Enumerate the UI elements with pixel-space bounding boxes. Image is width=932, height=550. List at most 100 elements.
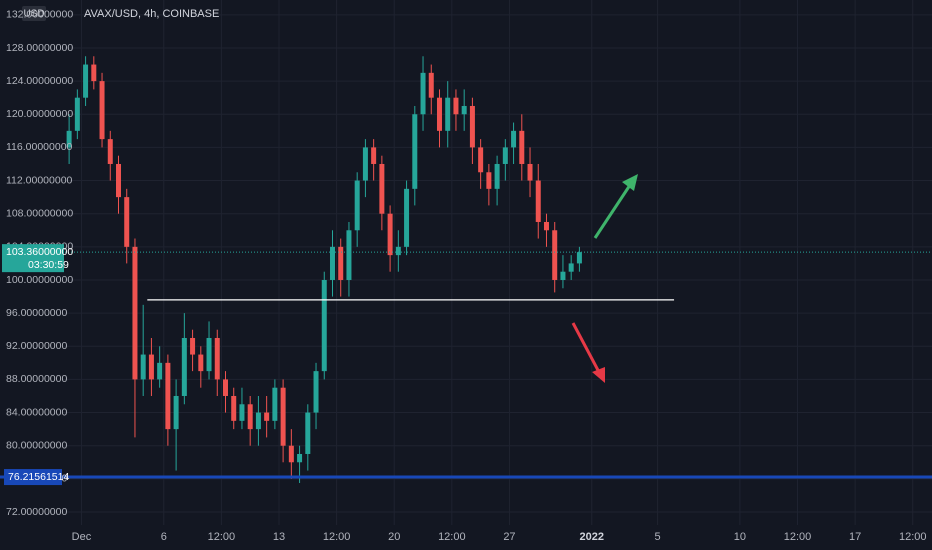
x-tick-label: Dec bbox=[72, 531, 92, 543]
y-tick-label: 112.00000000 bbox=[6, 174, 73, 186]
candle-body bbox=[511, 130, 517, 148]
candle-body bbox=[387, 213, 393, 256]
candle-body bbox=[115, 163, 121, 198]
candle-body bbox=[247, 404, 253, 430]
y-tick-label: 100.00000000 bbox=[6, 274, 73, 286]
candle-body bbox=[543, 221, 549, 231]
x-tick-label: 2022 bbox=[580, 531, 604, 543]
candle-body bbox=[519, 130, 525, 164]
candle-body bbox=[272, 387, 278, 421]
level-label-box bbox=[4, 469, 62, 486]
last-price-box bbox=[2, 244, 64, 273]
candle-body bbox=[568, 263, 574, 272]
up-arrow-shaft bbox=[593, 181, 634, 239]
down-arrow-shaft bbox=[571, 322, 602, 375]
y-tick-label: 108.00000000 bbox=[6, 207, 73, 219]
level-label: 76.21561514 bbox=[8, 471, 69, 483]
candle-body bbox=[576, 252, 582, 264]
countdown: 03:30:59 bbox=[28, 259, 69, 271]
candle-body bbox=[428, 72, 434, 98]
candle-body bbox=[502, 147, 508, 164]
candle-body bbox=[231, 395, 237, 421]
x-tick-label: 12:00 bbox=[208, 531, 236, 543]
candle-body bbox=[99, 81, 105, 140]
candle-body bbox=[165, 362, 171, 430]
y-tick-label: 80.00000000 bbox=[6, 439, 67, 451]
candle-body bbox=[66, 130, 72, 148]
x-tick-label: 12:00 bbox=[784, 531, 812, 543]
candle-body bbox=[560, 271, 566, 280]
candle-body bbox=[371, 147, 377, 164]
candle-body bbox=[157, 362, 163, 380]
candle-body bbox=[181, 337, 187, 396]
candle-body bbox=[214, 337, 220, 380]
y-tick-label: 116.00000000 bbox=[6, 141, 73, 153]
candle-body bbox=[362, 147, 368, 181]
candle-body bbox=[148, 354, 154, 380]
x-tick-label: 5 bbox=[655, 531, 661, 543]
candle-body bbox=[436, 97, 442, 131]
x-tick-label: 12:00 bbox=[438, 531, 466, 543]
candles bbox=[66, 56, 582, 483]
x-tick-label: 6 bbox=[161, 531, 167, 543]
currency-badge[interactable] bbox=[22, 6, 46, 21]
candle-body bbox=[280, 387, 286, 446]
candle-body bbox=[124, 197, 130, 247]
candle-body bbox=[206, 337, 212, 372]
candle-body bbox=[239, 404, 245, 421]
candle-body bbox=[486, 172, 492, 189]
candle-body bbox=[107, 139, 113, 164]
x-tick-label: 12:00 bbox=[899, 531, 927, 543]
candle-body bbox=[461, 105, 467, 115]
candle-body bbox=[346, 230, 352, 280]
y-tick-label: 120.00000000 bbox=[6, 108, 73, 120]
candle-body bbox=[404, 188, 410, 247]
overlay bbox=[0, 251, 932, 479]
candle-body bbox=[83, 64, 89, 98]
candle-body bbox=[445, 97, 451, 131]
candle-body bbox=[535, 180, 541, 222]
candle-body bbox=[190, 337, 196, 355]
currency: USD bbox=[23, 9, 44, 20]
candle-body bbox=[453, 97, 459, 115]
candle-body bbox=[173, 395, 179, 430]
x-tick-label: 10 bbox=[734, 531, 746, 543]
candle-body bbox=[288, 445, 294, 463]
x-tick-label: 20 bbox=[388, 531, 400, 543]
candle-body bbox=[140, 354, 146, 380]
candle-body bbox=[132, 246, 138, 380]
up-arrow-head bbox=[622, 174, 638, 191]
candle-body bbox=[412, 114, 418, 189]
candle-body bbox=[395, 246, 401, 256]
candle-body bbox=[91, 64, 97, 82]
candle-body bbox=[198, 354, 204, 372]
candle-body bbox=[313, 371, 319, 413]
x-tick-label: 17 bbox=[849, 531, 861, 543]
candle-body bbox=[478, 147, 484, 173]
x-tick-label: 12:00 bbox=[323, 531, 351, 543]
candle-body bbox=[255, 412, 261, 430]
candle-body bbox=[297, 453, 303, 463]
candle-body bbox=[552, 230, 558, 280]
candle-body bbox=[74, 97, 80, 131]
candle-body bbox=[354, 180, 360, 231]
candle-body bbox=[338, 246, 344, 280]
y-tick-label: 96.00000000 bbox=[6, 307, 67, 319]
down-arrow-head bbox=[592, 367, 605, 383]
candle-body bbox=[321, 279, 327, 372]
last-price-label: 103.36000000 bbox=[6, 246, 73, 258]
y-tick-label: 92.00000000 bbox=[6, 340, 67, 352]
x-tick-label: 13 bbox=[273, 531, 285, 543]
y-tick-label: 72.00000000 bbox=[6, 506, 67, 518]
candle-body bbox=[329, 246, 335, 280]
chart-title: AVAX/USD, 4h, COINBASE bbox=[84, 8, 219, 20]
candle-body bbox=[379, 163, 385, 214]
y-tick-label: 84.00000000 bbox=[6, 406, 67, 418]
candle-body bbox=[494, 163, 500, 189]
y-tick-label: 128.00000000 bbox=[6, 42, 73, 54]
y-tick-label: 88.00000000 bbox=[6, 373, 67, 385]
candle-body bbox=[469, 105, 475, 148]
candle-body bbox=[305, 412, 311, 454]
